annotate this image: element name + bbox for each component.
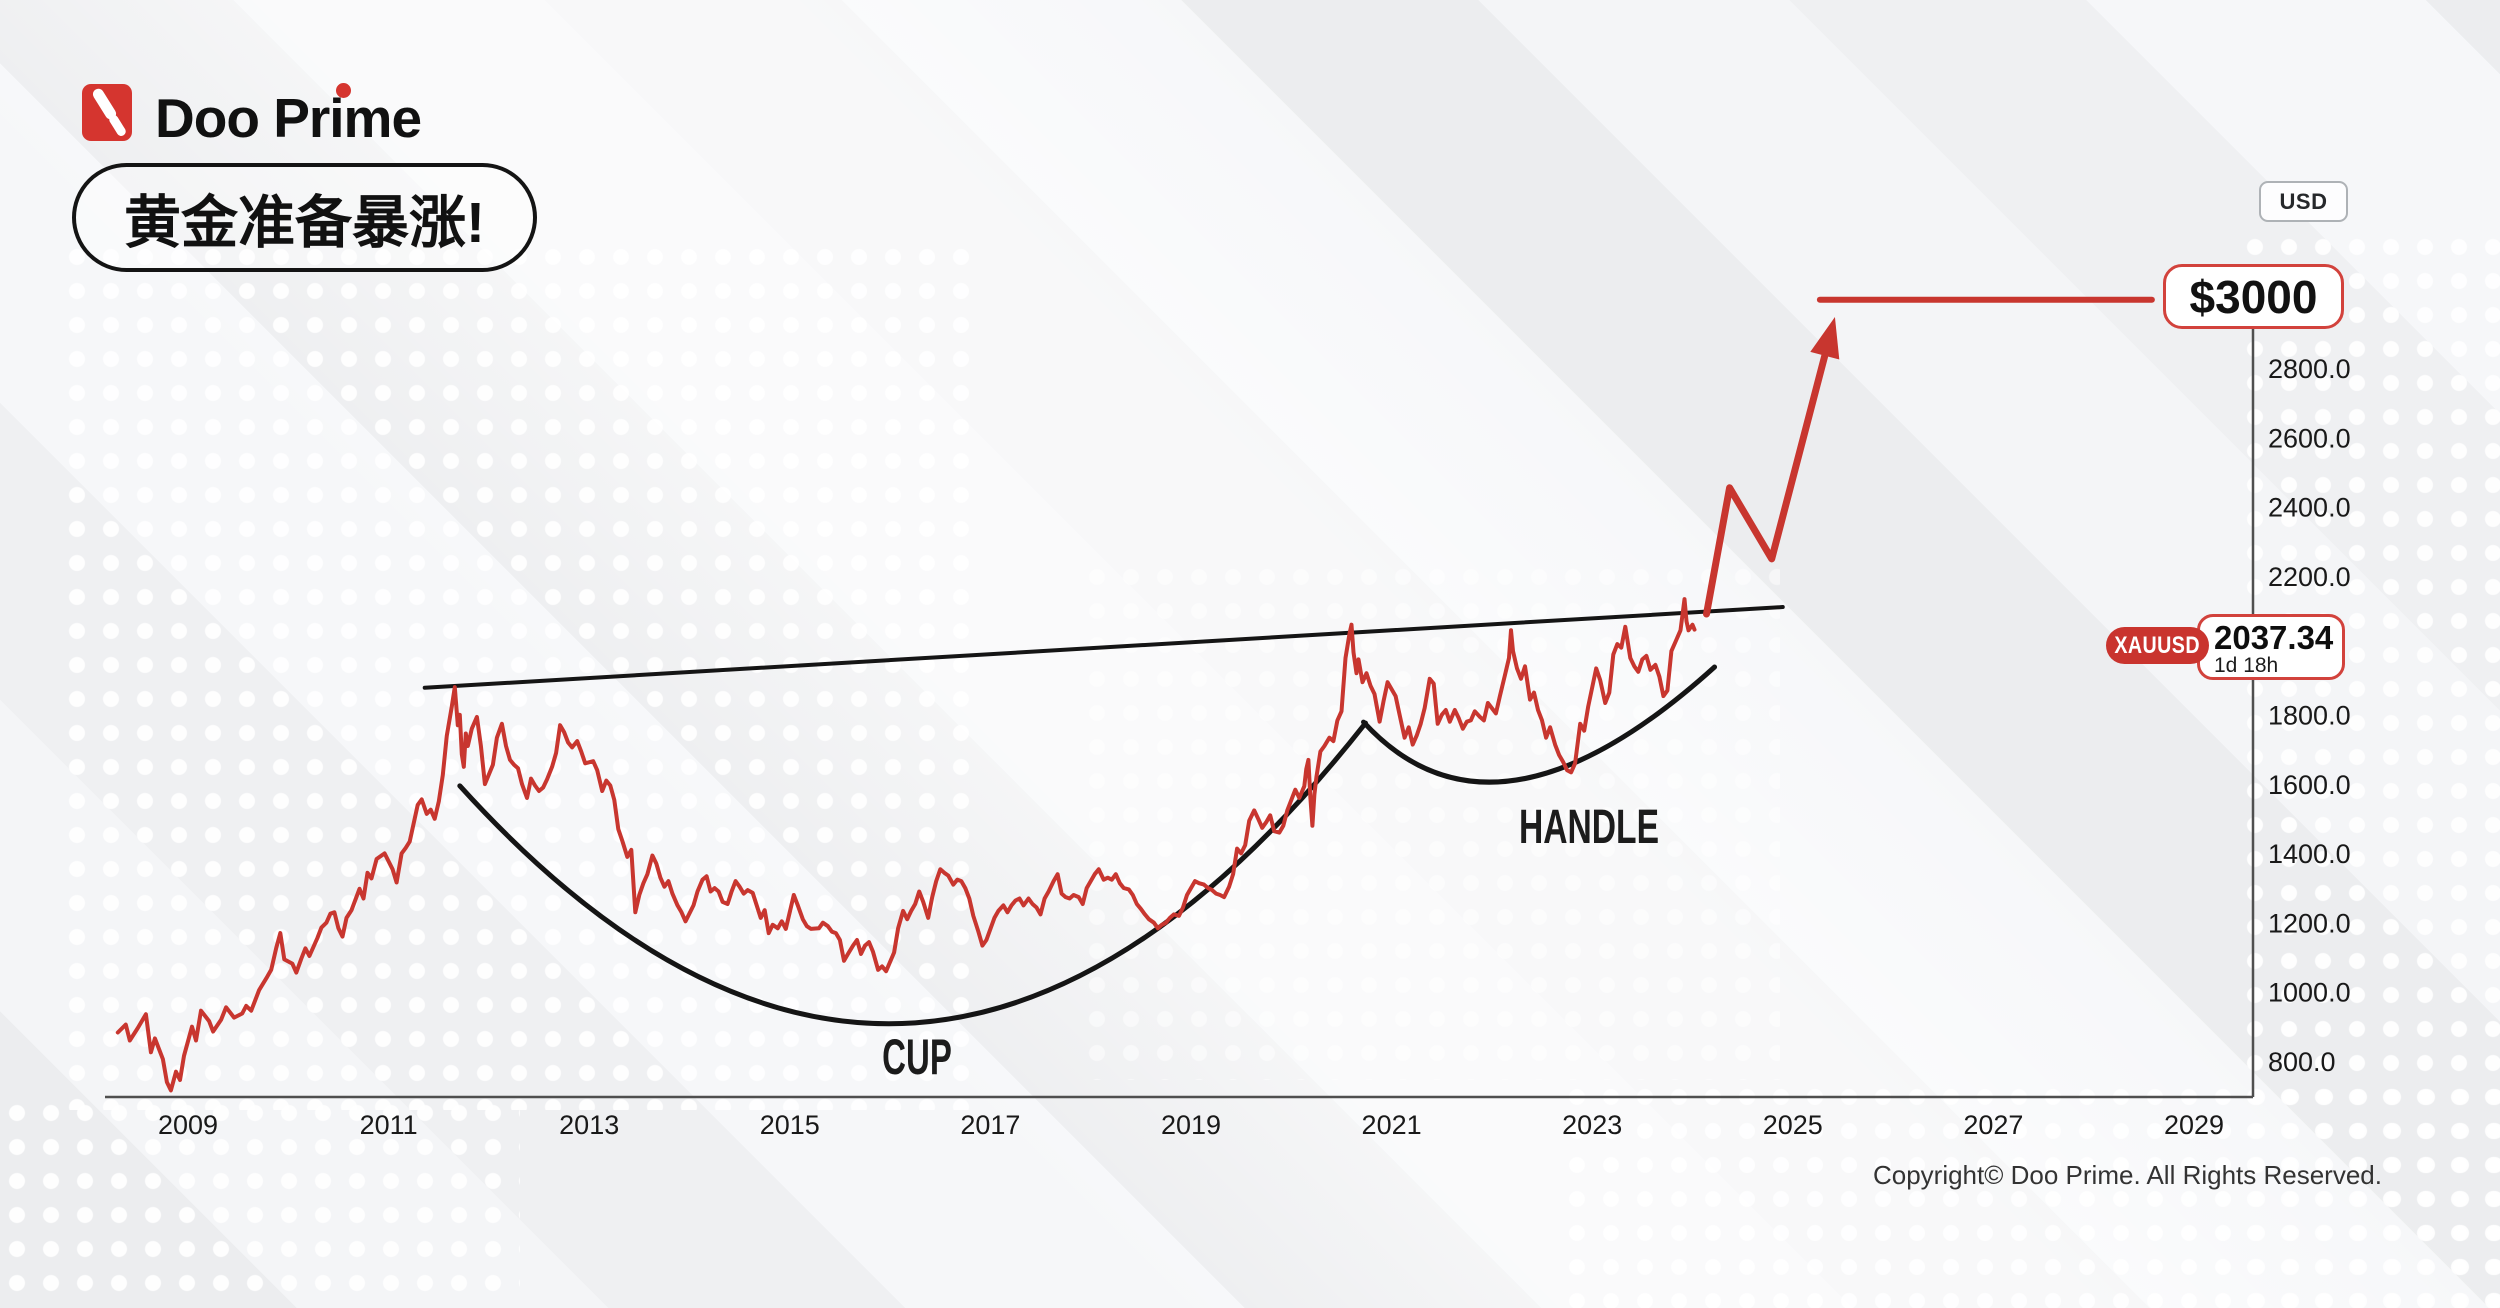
brand-name: Doo Prime [155, 87, 422, 149]
y-tick-label: 1600.0 [2268, 770, 2351, 800]
y-tick-label: 800.0 [2268, 1047, 2336, 1077]
dot-pattern-bottom-left [0, 1096, 520, 1308]
cup-pattern-label: CUP [882, 1029, 952, 1085]
current-price-value: 2037.34 [2214, 619, 2334, 656]
x-tick-label: 2009 [158, 1110, 218, 1140]
dot-pattern-bottom-right [1560, 1080, 2500, 1308]
y-tick-label: 1200.0 [2268, 908, 2351, 938]
target-price-box: $3000 [2163, 264, 2344, 329]
current-price-box: 2037.34 1d 18h [2197, 614, 2345, 680]
x-tick-label: 2023 [1562, 1110, 1622, 1140]
y-tick-label: 1000.0 [2268, 978, 2351, 1008]
projection-arrowhead-icon [1810, 317, 1840, 360]
x-tick-label: 2021 [1362, 1110, 1422, 1140]
y-tick-label: 2200.0 [2268, 562, 2351, 592]
currency-chip[interactable]: USD [2259, 181, 2348, 222]
x-tick-label: 2015 [760, 1110, 820, 1140]
trendline [422, 605, 1785, 690]
current-price-period: 1d 18h [2214, 654, 2279, 678]
dot-pattern-left [60, 240, 980, 1110]
y-tick-label: 1400.0 [2268, 839, 2351, 869]
x-tick-label: 2019 [1161, 1110, 1221, 1140]
headline-pill: 黄金准备暴涨! [72, 163, 537, 272]
headline-text: 黄金准备暴涨! [124, 190, 485, 255]
handle-pattern-label: HANDLE [1519, 801, 1659, 854]
y-tick-label: 2800.0 [2268, 354, 2351, 384]
brand-i-dot-icon [336, 83, 351, 98]
handle-curve [1361, 664, 1718, 785]
y-tick-label: 2600.0 [2268, 423, 2351, 453]
x-tick-label: 2027 [1963, 1110, 2023, 1140]
y-tick-label: 2400.0 [2268, 493, 2351, 523]
x-tick-label: 2011 [360, 1110, 418, 1140]
projection-line [1703, 342, 1831, 618]
symbol-badge-label: XAUUSD [2114, 631, 2201, 659]
dot-pattern-center [1080, 560, 1780, 1080]
copyright-text: Copyright© Doo Prime. All Rights Reserve… [1872, 1160, 2382, 1190]
target-price-label: $3000 [2189, 270, 2318, 323]
x-tick-label: 2025 [1763, 1110, 1823, 1140]
x-tick-label: 2029 [2164, 1110, 2224, 1140]
logo-slash-small-icon [107, 113, 128, 138]
symbol-badge: XAUUSD [2106, 627, 2209, 664]
y-tick-label: 1800.0 [2268, 701, 2351, 731]
price-line [115, 597, 1697, 1093]
doo-prime-logo-icon [82, 84, 132, 141]
x-tick-label: 2013 [559, 1110, 619, 1140]
x-tick-label: 2017 [960, 1110, 1020, 1140]
